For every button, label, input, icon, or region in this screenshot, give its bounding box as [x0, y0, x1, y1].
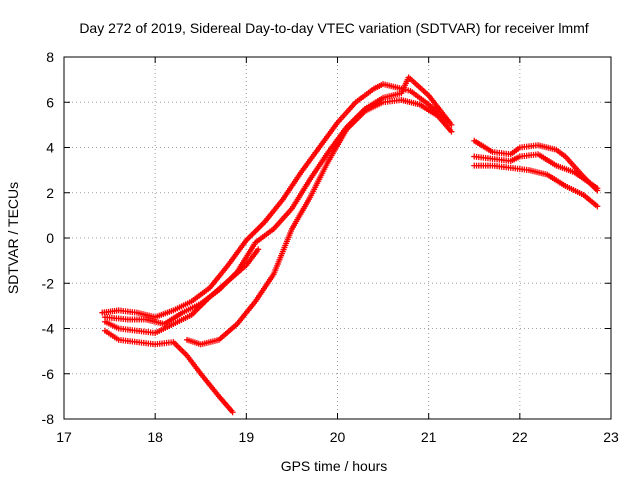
series-track-f [471, 137, 601, 194]
x-tick-label: 22 [512, 429, 528, 445]
y-tick-label: -4 [42, 321, 55, 337]
y-tick-label: -6 [42, 366, 55, 382]
data-point [448, 128, 455, 135]
chart-title: Day 272 of 2019, Sidereal Day-to-day VTE… [79, 20, 588, 36]
grid-layer [64, 57, 611, 419]
series-track-h [471, 162, 601, 210]
series-track-a [99, 81, 450, 321]
x-tick-label: 17 [56, 429, 72, 445]
x-tick-label: 19 [239, 429, 255, 445]
data-point [594, 203, 601, 210]
y-tick-label: 2 [46, 185, 54, 201]
y-axis-title: SDTVAR / TECUs [5, 182, 21, 294]
tick-label-layer: 17 18 19 20 21 22 23 -8 -6 -4 -2 0 2 4 6 8 [42, 49, 619, 445]
plot-frame [63, 56, 612, 420]
y-tick-label: 0 [46, 230, 54, 246]
data-point [594, 185, 601, 192]
y-tick-label: 6 [46, 94, 54, 110]
y-tick-label: 8 [46, 49, 54, 65]
data-point [448, 121, 455, 128]
data-layer [99, 74, 601, 416]
x-tick-label: 20 [330, 429, 346, 445]
x-tick-label: 23 [603, 429, 619, 445]
series-track-e [184, 96, 455, 348]
y-tick-label: 4 [46, 140, 54, 156]
x-tick-label: 21 [421, 429, 437, 445]
x-axis-title: GPS time / hours [281, 458, 388, 474]
series-track-g [471, 151, 601, 192]
data-point [255, 246, 262, 253]
y-tick-label: -2 [42, 275, 55, 291]
series-track-c [102, 246, 262, 337]
data-point [229, 409, 236, 416]
y-tick-label: -8 [42, 411, 55, 427]
x-tick-label: 18 [147, 429, 163, 445]
series-track-d [102, 327, 236, 416]
